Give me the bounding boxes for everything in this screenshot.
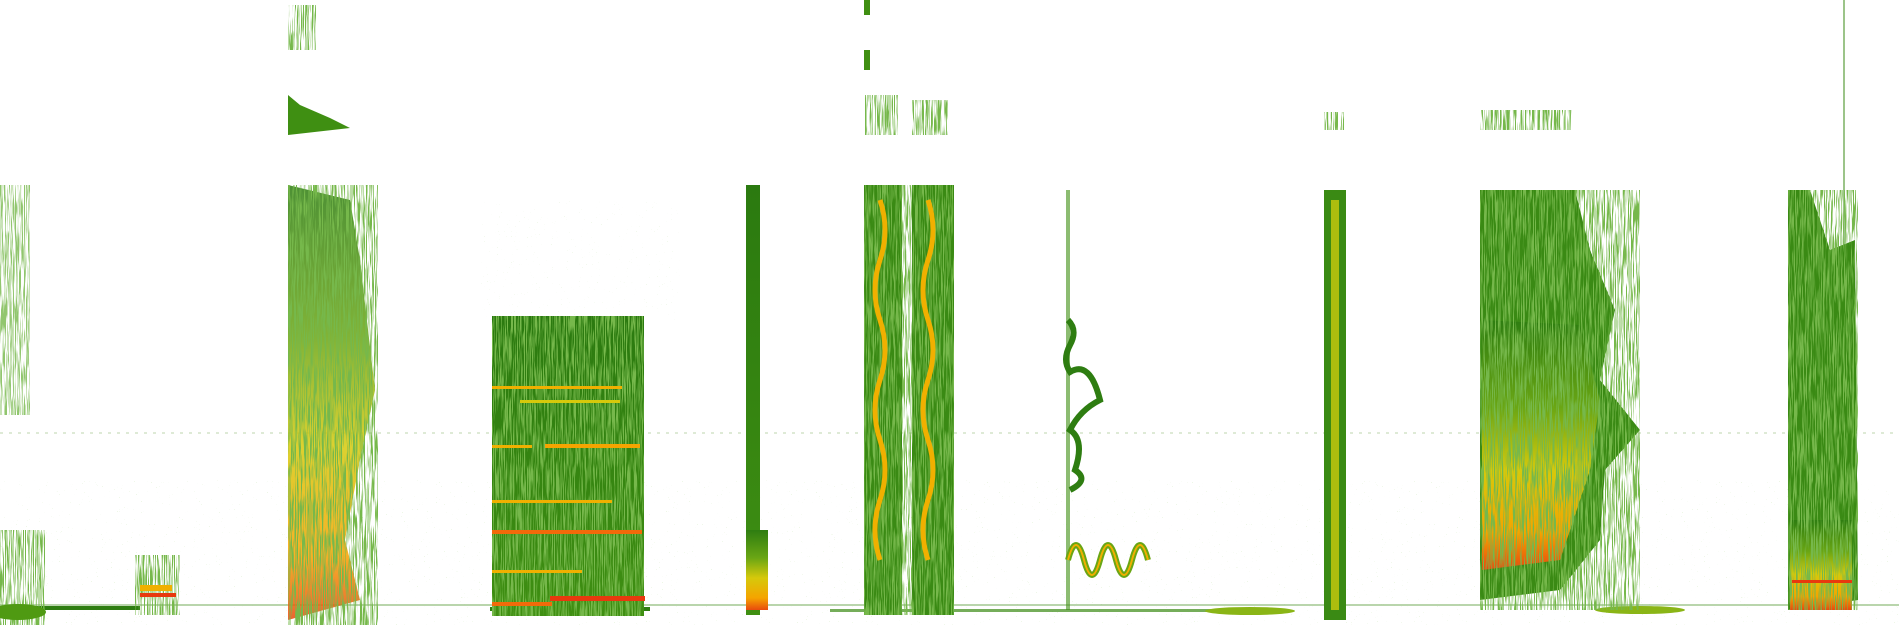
- sound-event: [0, 185, 46, 625]
- sound-event: [492, 316, 645, 616]
- sound-event: [135, 555, 180, 615]
- baseline-tone: [830, 609, 1230, 612]
- sound-event: [288, 5, 378, 625]
- baseline-tone: [30, 606, 140, 610]
- sound-event: [1480, 110, 1640, 610]
- sound-event: [1063, 190, 1151, 610]
- sound-event: [1788, 0, 1858, 610]
- sound-event: [746, 185, 768, 615]
- sound-event: [864, 0, 954, 615]
- baseline-tone: [1205, 607, 1295, 615]
- noise-mid: [480, 200, 680, 320]
- sound-event: [1324, 112, 1346, 620]
